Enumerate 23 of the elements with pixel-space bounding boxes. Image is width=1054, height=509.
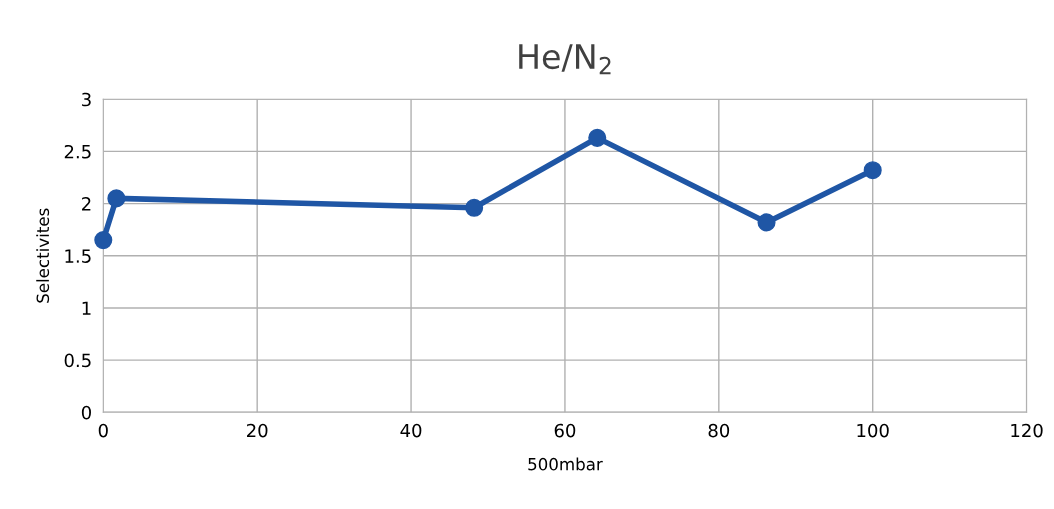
y-tick-label: 0.5: [64, 353, 91, 368]
y-tick-label: 0: [81, 405, 91, 420]
point: [588, 128, 607, 147]
x-tick-label: 20: [247, 423, 268, 438]
point: [107, 189, 126, 208]
point: [94, 231, 113, 250]
y-tick-label: 2: [82, 197, 91, 211]
chart-title: He/N$_{2}$: [519, 44, 611, 75]
y-tick-label: 2.5: [64, 144, 91, 159]
x-tick-label: 80: [708, 423, 730, 438]
x-tick-label: 60: [554, 423, 576, 438]
point: [863, 161, 882, 180]
x-axis-title: 500mbar: [528, 457, 603, 471]
x-tick-label: 120: [1011, 423, 1043, 438]
y-tick-label: 1.5: [65, 249, 91, 263]
x-tick-label: 40: [400, 423, 422, 438]
y-axis-title: Selectivites: [36, 208, 50, 303]
x-tick-label: 100: [857, 423, 889, 438]
point: [465, 198, 484, 217]
y-tick-label: 3: [82, 92, 91, 107]
point: [757, 213, 776, 232]
y-tick-label: 1: [82, 301, 91, 315]
x-tick-label: 0: [98, 423, 108, 438]
